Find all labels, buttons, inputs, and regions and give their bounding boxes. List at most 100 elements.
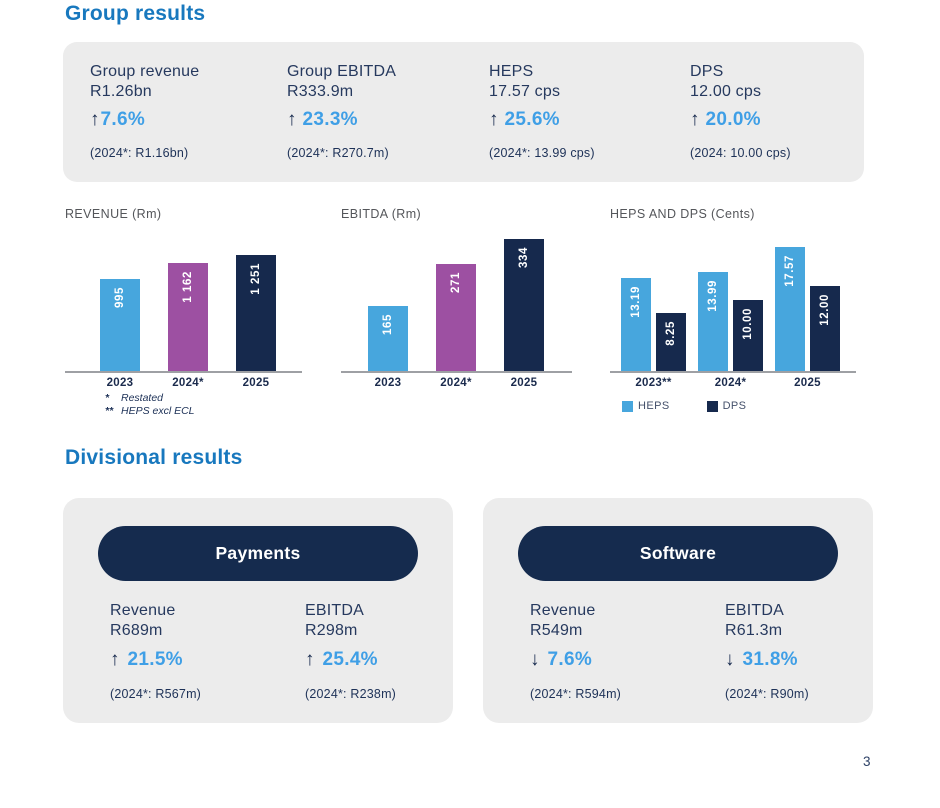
division-name: Payments xyxy=(215,543,301,563)
kpi-change: ↑ 7.6% xyxy=(90,109,287,131)
ebitda-chart: EBITDA (Rm) 165 271 334 2023 2024* 2025 xyxy=(341,207,572,389)
metric-prior-year: (2024*: R238m) xyxy=(305,687,397,701)
heps-dps-chart: HEPS AND DPS (Cents) 13.19 8.25 13.99 10… xyxy=(610,207,856,412)
metric-value: R549m xyxy=(530,622,583,639)
bar-value-label: 13.19 xyxy=(630,286,642,318)
kpi-prior-year: (2024*: R1.16bn) xyxy=(90,146,189,160)
dps-swatch-icon xyxy=(706,400,718,412)
plot-area: 165 271 334 xyxy=(341,222,572,373)
metric-label: Revenue R689m xyxy=(110,601,305,641)
up-arrow-icon: ↑ xyxy=(90,109,100,130)
bar-group-2024: 13.99 10.00 xyxy=(698,272,763,371)
kpi-metric-name: DPS xyxy=(690,63,724,80)
footnote-marker: ** xyxy=(105,405,114,417)
down-arrow-icon: ↓ xyxy=(530,649,540,670)
kpi-change: ↑ 20.0% xyxy=(690,109,864,131)
chart-legend: HEPS DPS xyxy=(622,400,856,412)
x-tick-label: 2024* xyxy=(714,377,747,389)
x-tick-label: 2023 xyxy=(106,377,134,389)
legend-label: HEPS xyxy=(638,400,670,412)
kpi-label: Group revenue R1.26bn xyxy=(90,62,287,102)
group-results-heading: Group results xyxy=(65,2,206,25)
bar-revenue-2023: 995 xyxy=(100,279,140,371)
software-card: Software Revenue R549m ↓ 7.6% (2024*: R5… xyxy=(483,498,873,723)
metric-value: R61.3m xyxy=(725,622,783,639)
bar-ebitda-2023: 165 xyxy=(368,306,408,371)
kpi-label: DPS 12.00 cps xyxy=(690,62,864,102)
metric-label: Revenue R549m xyxy=(530,601,725,641)
software-pill: Software xyxy=(518,526,838,581)
bar-dps-2024: 10.00 xyxy=(733,300,763,371)
bar-value-label: 13.99 xyxy=(707,280,719,312)
bar-value-label: 1 162 xyxy=(182,271,194,303)
metric-change: ↓ 31.8% xyxy=(725,649,873,671)
kpi-group-revenue: Group revenue R1.26bn ↑ 7.6% (2024*: R1.… xyxy=(90,62,287,182)
bar-group-2025: 17.57 12.00 xyxy=(775,247,840,371)
footnote-restated: * Restated xyxy=(105,392,302,405)
up-arrow-icon: ↑ xyxy=(489,109,499,130)
metric-ebitda: EBITDA R298m ↑ 25.4% (2024*: R238m) xyxy=(305,601,453,701)
kpi-prior-year: (2024*: 13.99 cps) xyxy=(489,146,595,160)
payments-card: Payments Revenue R689m ↑ 21.5% (2024*: R… xyxy=(63,498,453,723)
metric-prior-year: (2024*: R90m) xyxy=(725,687,809,701)
bar-heps-2025: 17.57 xyxy=(775,247,805,371)
metric-ebitda: EBITDA R61.3m ↓ 31.8% (2024*: R90m) xyxy=(725,601,873,701)
bar-heps-2023: 13.19 xyxy=(621,278,651,371)
bar-revenue-2024: 1 162 xyxy=(168,263,208,371)
kpi-metric-name: HEPS xyxy=(489,63,534,80)
bar-value-label: 1 251 xyxy=(250,263,262,295)
kpi-change-percent: 25.6% xyxy=(504,109,560,130)
bar-heps-2024: 13.99 xyxy=(698,272,728,371)
kpi-change: ↑ 25.6% xyxy=(489,109,690,131)
x-axis-labels: 2023** 2024* 2025 xyxy=(610,377,856,389)
chart-footnotes: * Restated ** HEPS excl ECL xyxy=(105,392,302,418)
payments-metrics: Revenue R689m ↑ 21.5% (2024*: R567m) EBI… xyxy=(110,601,453,701)
legend-label: DPS xyxy=(722,400,747,412)
legend-item-heps: HEPS xyxy=(622,400,670,412)
kpi-change-percent: 20.0% xyxy=(705,109,761,130)
bar-value-label: 12.00 xyxy=(819,294,831,326)
bar-value-label: 271 xyxy=(450,272,462,293)
up-arrow-icon: ↑ xyxy=(110,649,120,670)
bar-revenue-2025: 1 251 xyxy=(236,255,276,371)
footnote-text: HEPS excl ECL xyxy=(121,405,195,417)
page-number: 3 xyxy=(863,754,871,769)
division-name: Software xyxy=(639,543,717,563)
up-arrow-icon: ↑ xyxy=(305,649,315,670)
metric-change: ↓ 7.6% xyxy=(530,649,725,671)
bar-value-label: 334 xyxy=(518,247,530,268)
legend-item-dps: DPS xyxy=(706,400,747,412)
bar-value-label: 10.00 xyxy=(742,308,754,340)
chart-title: EBITDA (Rm) xyxy=(341,207,422,221)
metric-change: ↑ 21.5% xyxy=(110,649,305,671)
bar-value-label: 165 xyxy=(382,314,394,335)
plot-area: 13.19 8.25 13.99 10.00 17.57 12.00 xyxy=(610,222,856,373)
metric-revenue: Revenue R689m ↑ 21.5% (2024*: R567m) xyxy=(110,601,305,701)
footnote-text: Restated xyxy=(121,392,164,404)
x-axis-labels: 2023 2024* 2025 xyxy=(341,377,572,389)
payments-pill: Payments xyxy=(98,526,418,581)
metric-name: Revenue xyxy=(530,602,596,619)
kpi-metric-value: R333.9m xyxy=(287,83,354,100)
x-axis-labels: 2023 2024* 2025 xyxy=(65,377,302,389)
bar-value-label: 17.57 xyxy=(784,255,796,287)
metric-change-percent: 25.4% xyxy=(322,649,378,670)
x-tick-label: 2024* xyxy=(440,377,472,389)
x-tick-label: 2023** xyxy=(635,377,672,389)
kpi-prior-year: (2024*: R270.7m) xyxy=(287,146,389,160)
kpi-metric-name: Group revenue xyxy=(90,63,200,80)
metric-label: EBITDA R61.3m xyxy=(725,601,873,641)
metric-change-percent: 31.8% xyxy=(742,649,798,670)
metric-change-percent: 7.6% xyxy=(547,649,593,670)
kpi-metric-name: Group EBITDA xyxy=(287,63,397,80)
x-tick-label: 2024* xyxy=(172,377,204,389)
metric-name: Revenue xyxy=(110,602,176,619)
kpi-metric-value: 17.57 cps xyxy=(489,83,561,100)
metric-value: R298m xyxy=(305,622,358,639)
metric-prior-year: (2024*: R594m) xyxy=(530,687,622,701)
kpi-heps: HEPS 17.57 cps ↑ 25.6% (2024*: 13.99 cps… xyxy=(489,62,690,182)
x-tick-label: 2025 xyxy=(242,377,270,389)
software-metrics: Revenue R549m ↓ 7.6% (2024*: R594m) EBIT… xyxy=(530,601,873,701)
group-kpi-panel: Group revenue R1.26bn ↑ 7.6% (2024*: R1.… xyxy=(63,42,864,182)
kpi-label: Group EBITDA R333.9m xyxy=(287,62,489,102)
